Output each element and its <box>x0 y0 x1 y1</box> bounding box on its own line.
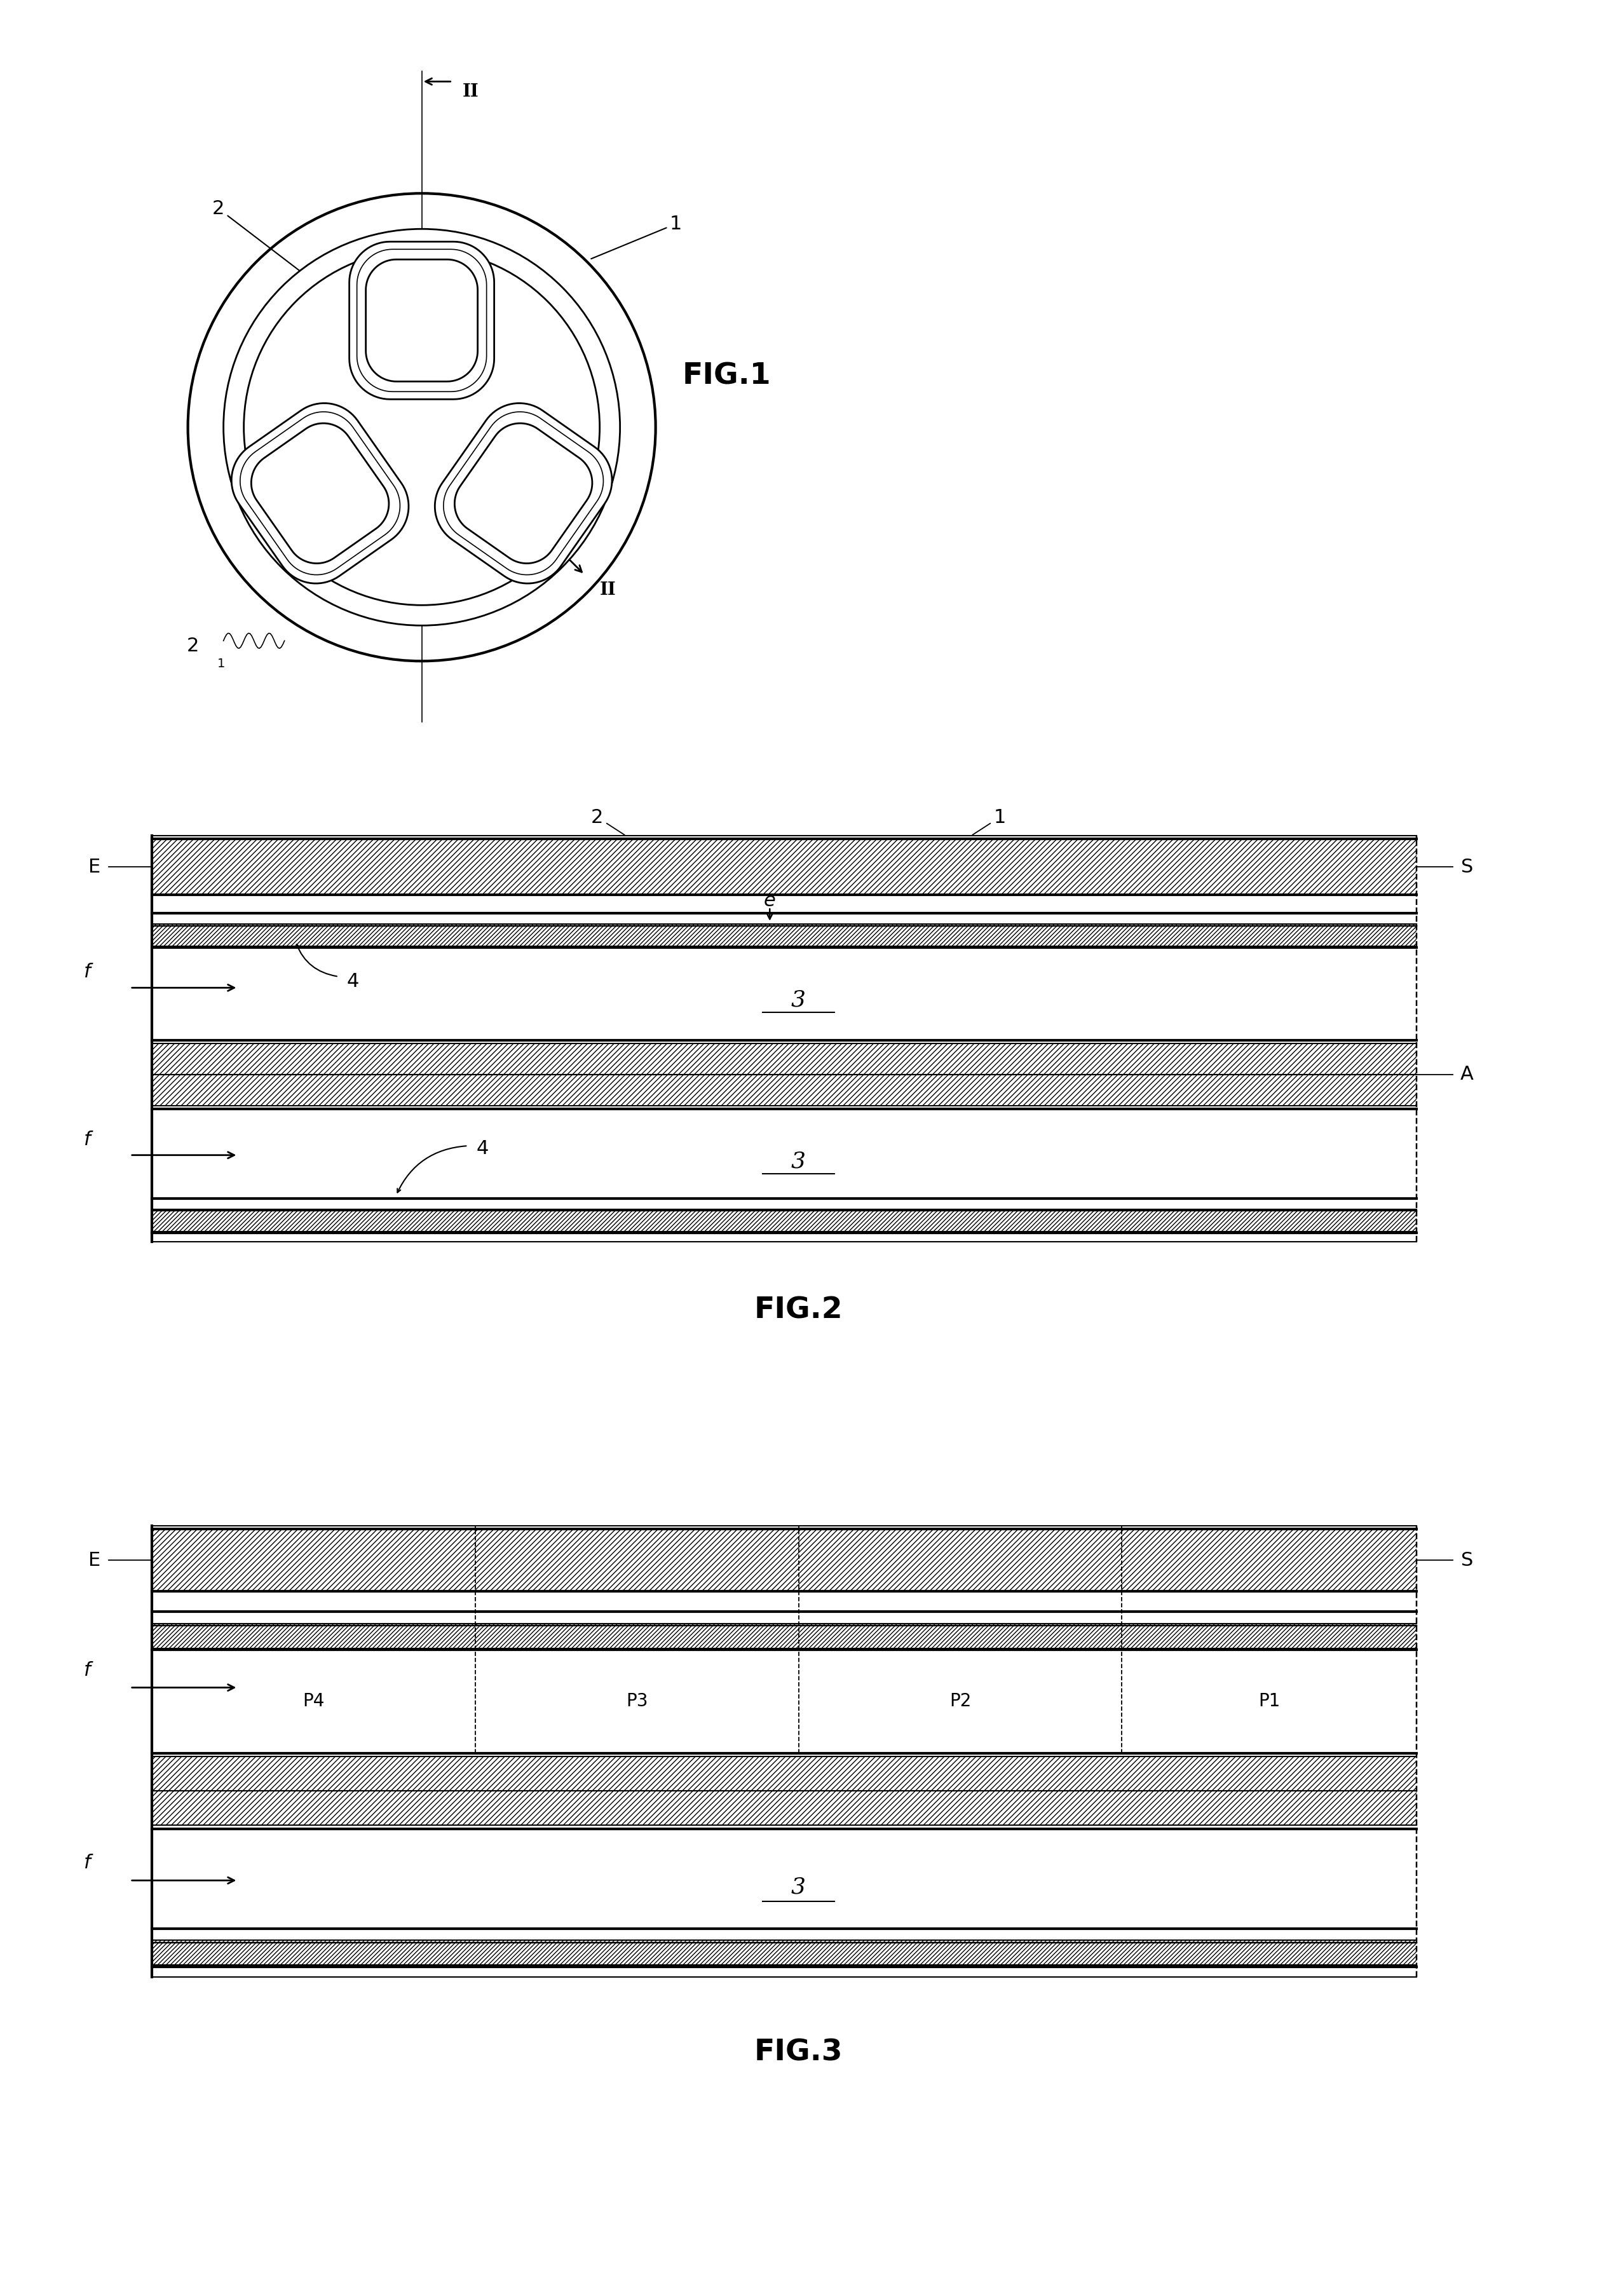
Text: 4: 4 <box>347 971 359 992</box>
Text: 1: 1 <box>973 808 1006 836</box>
Text: P4: P4 <box>302 1692 324 1711</box>
Text: 2: 2 <box>591 808 624 836</box>
Bar <box>152 1940 1417 1965</box>
Text: f: f <box>83 1660 91 1681</box>
Text: 3: 3 <box>791 1150 806 1173</box>
Text: A: A <box>396 420 406 434</box>
Circle shape <box>244 250 600 606</box>
Bar <box>152 1529 1417 1591</box>
Text: S: S <box>1461 1550 1472 1570</box>
Bar <box>152 1042 1417 1075</box>
Bar <box>152 1756 1417 1791</box>
Text: P2: P2 <box>949 1692 971 1711</box>
Text: f: f <box>83 1853 91 1874</box>
Text: 3: 3 <box>289 505 300 521</box>
Text: E: E <box>88 1550 101 1570</box>
Text: FIG.2: FIG.2 <box>754 1295 843 1325</box>
Text: II: II <box>600 581 616 599</box>
Polygon shape <box>356 250 487 393</box>
Text: 3: 3 <box>791 990 806 1010</box>
Polygon shape <box>251 422 388 563</box>
Bar <box>152 1623 1417 1649</box>
Bar <box>152 1210 1417 1231</box>
Bar <box>152 1075 1417 1104</box>
Text: 4: 4 <box>473 338 482 354</box>
Text: 3: 3 <box>545 505 554 521</box>
Bar <box>152 1791 1417 1825</box>
Polygon shape <box>434 404 612 583</box>
Text: A: A <box>1460 1065 1474 1084</box>
Polygon shape <box>444 411 604 574</box>
Text: FIG.3: FIG.3 <box>754 2039 843 2066</box>
Text: E: E <box>88 859 101 877</box>
Text: 4: 4 <box>476 1139 489 1157</box>
Text: 3: 3 <box>791 1876 806 1899</box>
Text: f: f <box>83 1130 91 1148</box>
Polygon shape <box>240 411 399 574</box>
Polygon shape <box>350 241 493 400</box>
Bar <box>152 838 1417 895</box>
Circle shape <box>224 230 620 625</box>
Text: II: II <box>463 83 479 101</box>
Text: P3: P3 <box>626 1692 648 1711</box>
Text: e: e <box>763 891 776 909</box>
Text: 1: 1 <box>217 657 225 670</box>
Polygon shape <box>366 259 478 381</box>
Text: P1: P1 <box>1258 1692 1281 1711</box>
Text: FIG.1: FIG.1 <box>682 363 771 390</box>
Polygon shape <box>455 422 592 563</box>
Text: 3: 3 <box>401 303 412 317</box>
Text: 2: 2 <box>187 636 200 654</box>
Text: f: f <box>83 962 91 980</box>
Text: 4: 4 <box>238 425 249 441</box>
Polygon shape <box>232 404 409 583</box>
Bar <box>152 923 1417 946</box>
Text: S: S <box>1461 859 1472 877</box>
Text: 2: 2 <box>212 200 303 273</box>
Text: 1: 1 <box>591 214 682 259</box>
